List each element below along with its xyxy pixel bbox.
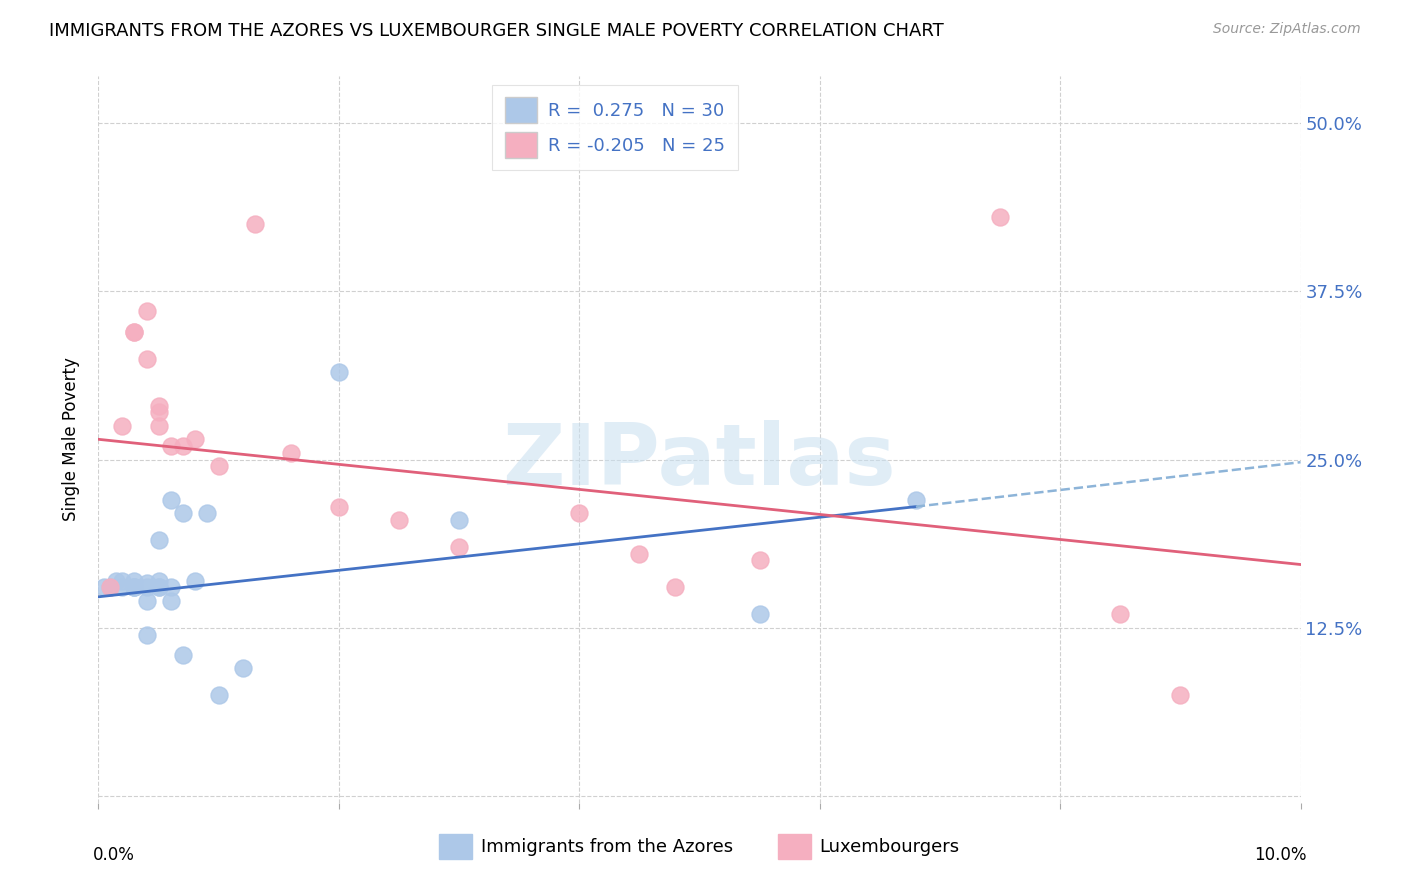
Point xyxy=(388,513,411,527)
Text: IMMIGRANTS FROM THE AZORES VS LUXEMBOURGER SINGLE MALE POVERTY CORRELATION CHART: IMMIGRANTS FROM THE AZORES VS LUXEMBOURG… xyxy=(49,22,943,40)
Point xyxy=(148,405,170,419)
Point xyxy=(124,325,146,339)
Point xyxy=(100,581,122,595)
Point xyxy=(148,399,170,413)
Point xyxy=(159,492,181,507)
Point xyxy=(135,304,157,318)
Point xyxy=(748,607,770,622)
Point xyxy=(208,688,231,702)
Point xyxy=(447,513,470,527)
Point xyxy=(135,594,157,608)
Point xyxy=(148,581,170,595)
Point xyxy=(148,581,170,595)
Point xyxy=(208,459,231,474)
Y-axis label: Single Male Poverty: Single Male Poverty xyxy=(62,358,80,521)
Point xyxy=(988,210,1011,224)
Legend: Immigrants from the Azores, Luxembourgers: Immigrants from the Azores, Luxembourger… xyxy=(432,827,967,866)
Point xyxy=(100,581,122,595)
Point xyxy=(135,351,157,366)
Point xyxy=(148,533,170,548)
Point xyxy=(124,325,146,339)
Point xyxy=(159,594,181,608)
Point xyxy=(105,574,128,588)
Point xyxy=(93,581,115,595)
Point xyxy=(135,627,157,641)
Point xyxy=(135,581,157,595)
Point xyxy=(328,365,350,379)
Point xyxy=(159,439,181,453)
Point xyxy=(124,581,146,595)
Point xyxy=(1109,607,1132,622)
Point xyxy=(111,574,134,588)
Point xyxy=(148,418,170,433)
Point xyxy=(172,507,194,521)
Point xyxy=(124,581,146,595)
Point xyxy=(1170,688,1192,702)
Point xyxy=(748,553,770,567)
Point xyxy=(664,581,686,595)
Point xyxy=(243,217,266,231)
Point xyxy=(124,581,146,595)
Text: 0.0%: 0.0% xyxy=(93,847,135,864)
Point xyxy=(447,540,470,554)
Point xyxy=(159,581,181,595)
Text: Source: ZipAtlas.com: Source: ZipAtlas.com xyxy=(1213,22,1361,37)
Point xyxy=(328,500,350,514)
Point xyxy=(195,507,218,521)
Point xyxy=(111,581,134,595)
Point xyxy=(111,418,134,433)
Point xyxy=(183,574,205,588)
Point xyxy=(183,433,205,447)
Point xyxy=(172,648,194,662)
Text: ZIPatlas: ZIPatlas xyxy=(502,419,897,502)
Point xyxy=(628,547,651,561)
Point xyxy=(124,574,146,588)
Point xyxy=(172,439,194,453)
Text: 10.0%: 10.0% xyxy=(1254,847,1306,864)
Point xyxy=(280,446,302,460)
Point xyxy=(904,492,927,507)
Point xyxy=(568,507,591,521)
Point xyxy=(148,574,170,588)
Point xyxy=(232,661,254,675)
Point xyxy=(135,576,157,591)
